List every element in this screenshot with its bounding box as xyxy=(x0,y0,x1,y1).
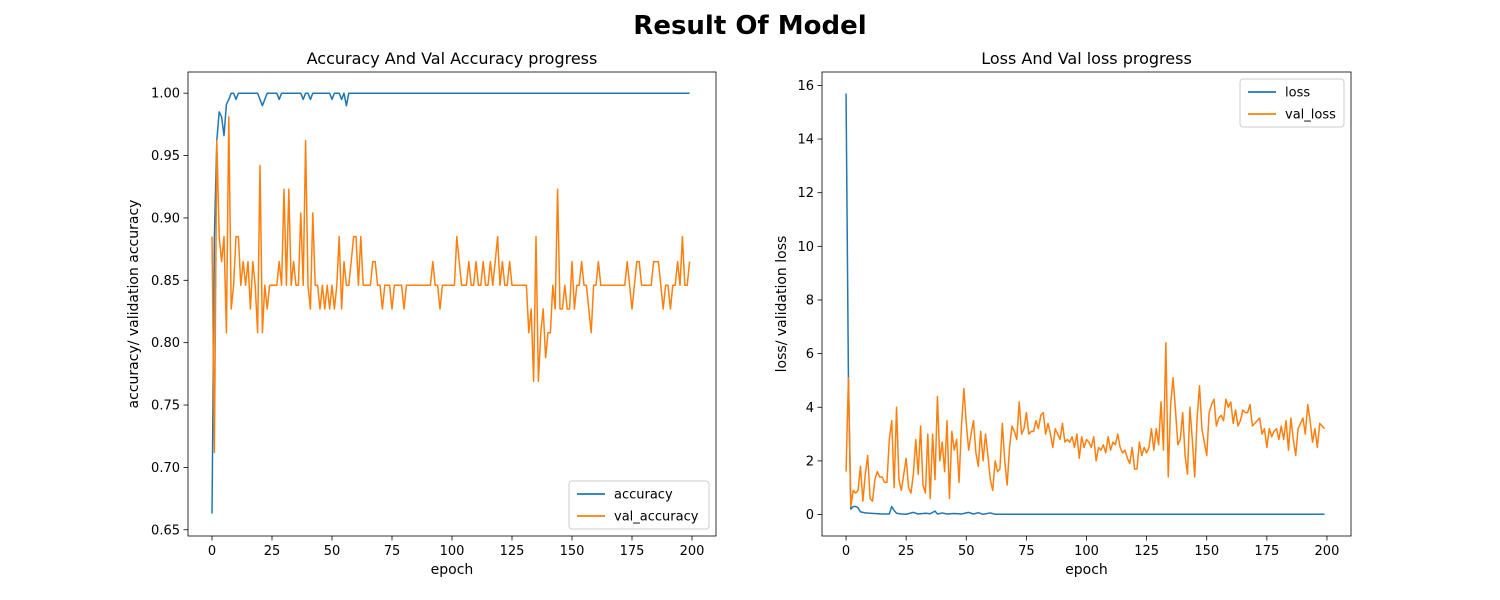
x-tick-label: 25 xyxy=(264,544,281,559)
y-tick-label: 12 xyxy=(797,186,814,201)
x-tick-label: 150 xyxy=(1194,544,1219,559)
y-tick-label: 6 xyxy=(806,347,814,362)
x-tick-label: 125 xyxy=(1134,544,1159,559)
y-axis-label: loss/ validation loss xyxy=(774,236,790,373)
x-tick-label: 200 xyxy=(680,544,705,559)
x-tick-label: 200 xyxy=(1315,544,1340,559)
chart-title: Loss And Val loss progress xyxy=(981,49,1192,68)
y-tick-label: 4 xyxy=(806,401,814,416)
accuracy-chart: Accuracy And Val Accuracy progress 0 25 50 7… xyxy=(126,49,717,578)
y-tick-label: 0.80 xyxy=(151,336,180,351)
y-tick-label: 0.90 xyxy=(151,211,180,226)
y-tick-label: 0.75 xyxy=(151,399,180,414)
x-tick-label: 175 xyxy=(1254,544,1279,559)
x-tick-label: 175 xyxy=(620,544,645,559)
x-axis-label: epoch xyxy=(431,562,474,578)
x-tick-label: 75 xyxy=(1018,544,1035,559)
y-tick-label: 16 xyxy=(797,79,814,94)
x-tick-label: 100 xyxy=(1074,544,1099,559)
y-tick-label: 2 xyxy=(806,454,814,469)
y-tick-label: 0.65 xyxy=(151,523,180,538)
y-tick-label: 0.70 xyxy=(151,461,180,476)
legend: loss val_loss xyxy=(1239,78,1345,128)
x-tick-label: 75 xyxy=(384,544,401,559)
legend: accuracy val_accuracy xyxy=(568,480,710,530)
chart-title: Accuracy And Val Accuracy progress xyxy=(307,49,598,68)
x-tick-label: 0 xyxy=(842,544,850,559)
figure-title: Result Of Model xyxy=(633,11,866,41)
series-line-accuracy xyxy=(211,92,690,514)
legend-label-val-loss: val_loss xyxy=(1285,108,1336,123)
x-tick-label: 0 xyxy=(208,544,216,559)
series-line-val-loss xyxy=(845,342,1326,508)
y-tick-label: 14 xyxy=(797,133,814,148)
x-tick-label: 100 xyxy=(440,544,465,559)
y-tick-label: 10 xyxy=(797,240,814,255)
y-tick-label: 0 xyxy=(806,508,814,523)
legend-box xyxy=(568,480,710,530)
legend-label-accuracy: accuracy xyxy=(614,488,673,503)
y-tick-label: 8 xyxy=(806,293,814,308)
y-tick-label: 1.00 xyxy=(151,87,180,102)
series-line-val-accuracy xyxy=(211,116,691,454)
x-tick-label: 50 xyxy=(958,544,975,559)
legend-label-val-accuracy: val_accuracy xyxy=(614,510,699,525)
x-tick-label: 50 xyxy=(324,544,341,559)
x-axis-label: epoch xyxy=(1065,562,1108,578)
y-axis-label: accuracy/ validation accuracy xyxy=(126,200,142,409)
x-tick-label: 150 xyxy=(560,544,585,559)
series-line-loss xyxy=(845,93,1325,516)
y-tick-label: 0.95 xyxy=(151,149,180,164)
y-tick-label: 0.85 xyxy=(151,274,180,289)
legend-label-loss: loss xyxy=(1285,86,1310,101)
x-tick-label: 125 xyxy=(500,544,525,559)
x-tick-label: 25 xyxy=(898,544,915,559)
legend-box xyxy=(1239,78,1345,128)
